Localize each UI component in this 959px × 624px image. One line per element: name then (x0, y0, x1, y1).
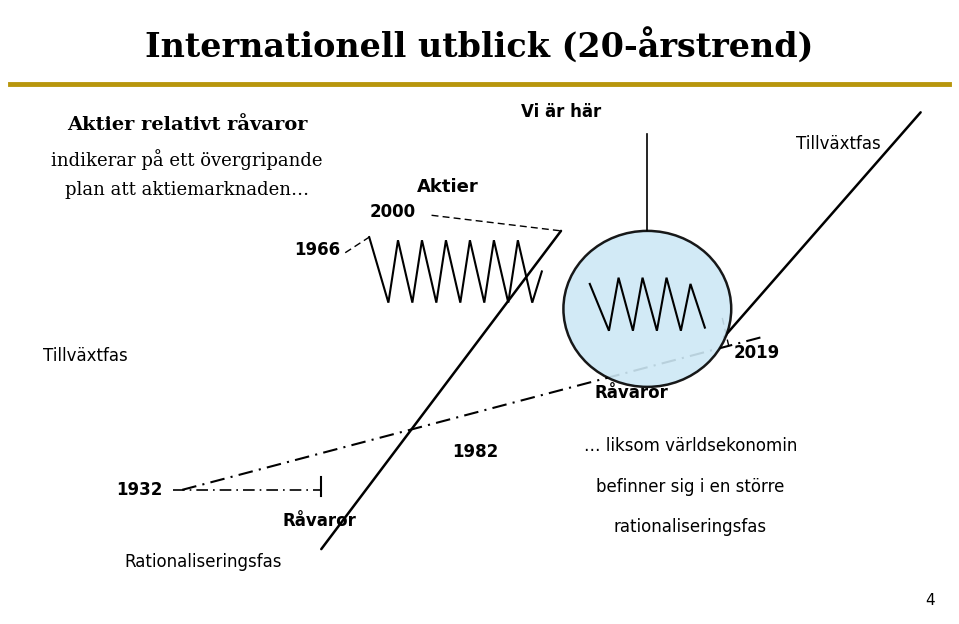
Text: indikerar på ett övergripande: indikerar på ett övergripande (51, 149, 323, 170)
Text: befinner sig i en större: befinner sig i en större (596, 478, 784, 495)
Text: Vi är här: Vi är här (521, 104, 601, 121)
Text: 1966: 1966 (294, 241, 340, 258)
Ellipse shape (564, 231, 732, 387)
Text: Internationell utblick (20-årstrend): Internationell utblick (20-årstrend) (146, 29, 813, 65)
Text: Aktier relativt råvaror: Aktier relativt råvaror (67, 116, 307, 134)
Text: 2019: 2019 (734, 344, 780, 361)
Text: rationaliseringsfas: rationaliseringsfas (614, 519, 767, 536)
Text: Tillväxtfas: Tillväxtfas (43, 347, 128, 364)
Text: 1982: 1982 (453, 444, 499, 461)
Text: … liksom världsekonomin: … liksom världsekonomin (584, 437, 797, 455)
Text: plan att aktiemarknaden…: plan att aktiemarknaden… (65, 182, 309, 199)
Text: Råvaror: Råvaror (283, 512, 357, 530)
Text: 1932: 1932 (117, 481, 163, 499)
Text: Tillväxtfas: Tillväxtfas (796, 135, 880, 152)
Text: 4: 4 (925, 593, 935, 608)
Text: Aktier: Aktier (417, 178, 479, 196)
Text: 2000: 2000 (369, 203, 415, 221)
Text: Råvaror: Råvaror (595, 384, 668, 402)
Text: Rationaliseringsfas: Rationaliseringsfas (125, 553, 282, 570)
